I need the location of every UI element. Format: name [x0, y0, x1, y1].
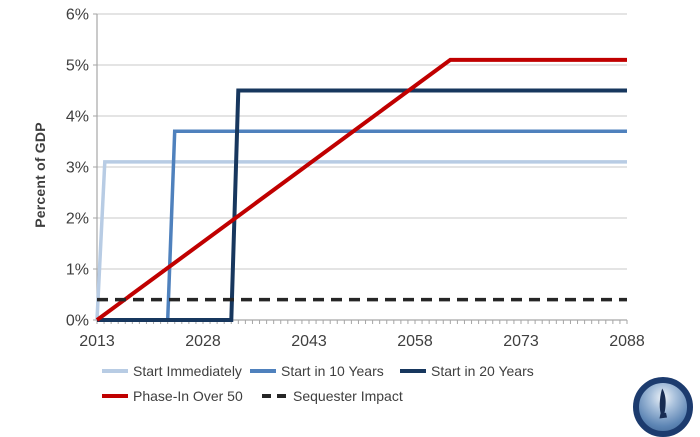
x-tick-label: 2043: [291, 333, 327, 350]
x-tick-label: 2088: [609, 333, 645, 350]
y-tick-label: 3%: [66, 160, 89, 177]
series-line-start-immediately: [95, 160, 627, 321]
y-tick-label: 2%: [66, 211, 89, 228]
legend-item-sequester-impact: Sequester Impact: [262, 388, 403, 404]
legend-item-start-immediately: Start Immediately: [102, 363, 242, 379]
y-tick-label: 6%: [66, 7, 89, 24]
y-tick-label: 5%: [66, 58, 89, 75]
legend-swatch-black-dashed-line-icon: [262, 394, 288, 398]
legend-label: Phase-In Over 50: [133, 388, 243, 404]
y-tick-label: 4%: [66, 109, 89, 126]
series-line-phase-in-over-50: [95, 57, 627, 322]
y-tick-label: 1%: [66, 262, 89, 279]
y-axis-title: Percent of GDP: [32, 122, 48, 228]
plot-area: 0% 1% 2% 3% 4% 5% 6% 2013 2028 2043 2058 2073 2088: [66, 7, 645, 351]
legend-label: Start in 20 Years: [431, 363, 534, 379]
legend-swatch-dark-blue-line-icon: [400, 369, 426, 373]
legend-item-start-in-10-years: Start in 10 Years: [250, 363, 384, 379]
legend-swatch-medium-blue-line-icon: [250, 369, 276, 373]
blue-circle-statue-logo: [633, 377, 693, 437]
legend-label: Sequester Impact: [293, 388, 403, 404]
statue-icon: [659, 388, 667, 419]
y-tick-label: 0%: [66, 313, 89, 330]
legend-item-start-in-20-years: Start in 20 Years: [400, 363, 534, 379]
x-tick-label: 2058: [397, 333, 433, 350]
legend-item-phase-in-over-50: Phase-In Over 50: [102, 388, 243, 404]
legend-swatch-light-blue-line-icon: [102, 369, 128, 373]
series-line-start-in-20-years: [97, 88, 627, 322]
chart-canvas: 0% 1% 2% 3% 4% 5% 6% 2013 2028 2043 2058 2073 2088 P…: [32, 7, 693, 437]
legend-label: Start Immediately: [133, 363, 242, 379]
series-line-start-in-10-years: [97, 129, 627, 322]
x-tick-label: 2073: [503, 333, 539, 350]
legend-label: Start in 10 Years: [281, 363, 384, 379]
x-tick-label: 2013: [79, 333, 115, 350]
x-tick-label: 2028: [185, 333, 221, 350]
legend-swatch-red-line-icon: [102, 394, 128, 398]
